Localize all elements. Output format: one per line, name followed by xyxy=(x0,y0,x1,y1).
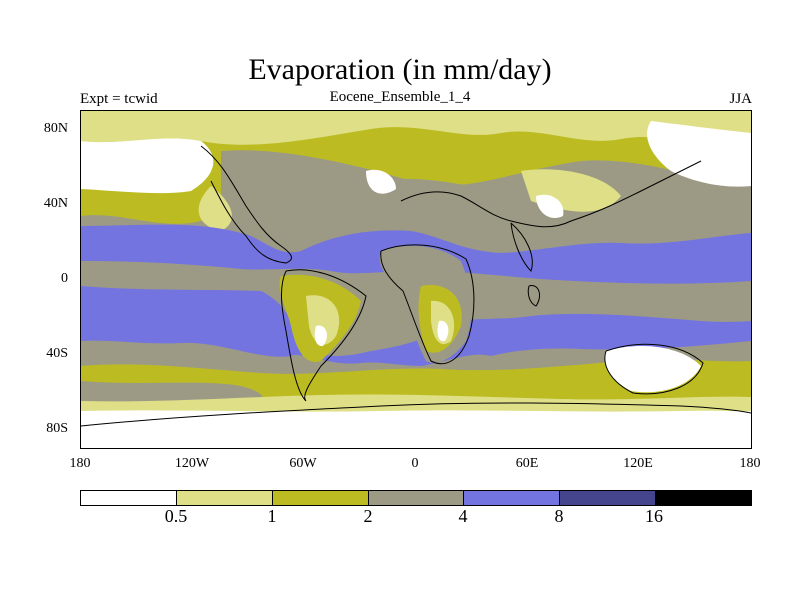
white-east-asia xyxy=(536,194,564,219)
colorbar-box xyxy=(81,491,177,505)
coast-antarctica xyxy=(81,402,751,427)
south-america-white xyxy=(314,325,327,347)
colorbar-label: 0.5 xyxy=(164,506,188,526)
colorbar-box xyxy=(272,491,369,505)
africa-white xyxy=(437,320,449,342)
coast-south-america xyxy=(281,269,367,402)
lat-label: 80N xyxy=(43,121,68,136)
light-yellow-north xyxy=(81,111,751,145)
white-antarctic xyxy=(81,416,751,448)
colorbar-box xyxy=(656,491,752,505)
evaporation-map xyxy=(80,110,752,449)
lat-label: 40N xyxy=(43,196,68,211)
australia-white xyxy=(604,346,701,393)
colorbar-label: 4 xyxy=(458,506,468,526)
lon-label: 60E xyxy=(515,456,539,471)
lon-label: 0 xyxy=(411,456,419,471)
coast-eurasia xyxy=(400,160,702,228)
light-yellow-americas xyxy=(198,186,232,231)
coast-madagascar xyxy=(527,285,540,307)
white-antarctic-edge xyxy=(81,410,751,421)
season-label: JJA xyxy=(729,91,752,107)
lon-label: 120W xyxy=(174,456,210,471)
colorbar-box xyxy=(464,491,561,505)
colorbar-box xyxy=(368,491,465,505)
experiment-label: Expt = tcwid xyxy=(80,91,158,107)
coast-north-america xyxy=(200,145,292,264)
colorbar-label: 1 xyxy=(267,506,277,526)
colorbar-label: 8 xyxy=(554,506,564,526)
colorbar-label: 2 xyxy=(363,506,373,526)
coast-australia xyxy=(604,343,704,395)
white-north-asia xyxy=(647,121,751,187)
blue-south-tropics xyxy=(81,286,751,366)
lat-label: 40S xyxy=(46,346,68,361)
gray-north-inner xyxy=(221,150,751,216)
coast-africa xyxy=(380,244,475,365)
coast-india xyxy=(510,222,533,272)
lat-label: 0 xyxy=(61,271,68,286)
ensemble-label: Eocene_Ensemble_1_4 xyxy=(329,89,471,105)
colorbar-box xyxy=(560,491,657,505)
white-north-canada xyxy=(81,138,214,194)
lon-label: 180 xyxy=(69,456,91,471)
lon-label: 120E xyxy=(623,456,653,471)
lat-label: 80S xyxy=(46,421,68,436)
lon-label: 180 xyxy=(739,456,761,471)
colorbar-label: 16 xyxy=(645,506,663,526)
colorbar-box xyxy=(176,491,273,505)
colorbar xyxy=(80,490,752,506)
white-central-asia xyxy=(366,169,396,194)
lon-label: 60W xyxy=(289,456,317,471)
south-america-light xyxy=(306,295,340,345)
light-yellow-south xyxy=(81,394,751,416)
plot-title: Evaporation (in mm/day) xyxy=(248,53,552,86)
